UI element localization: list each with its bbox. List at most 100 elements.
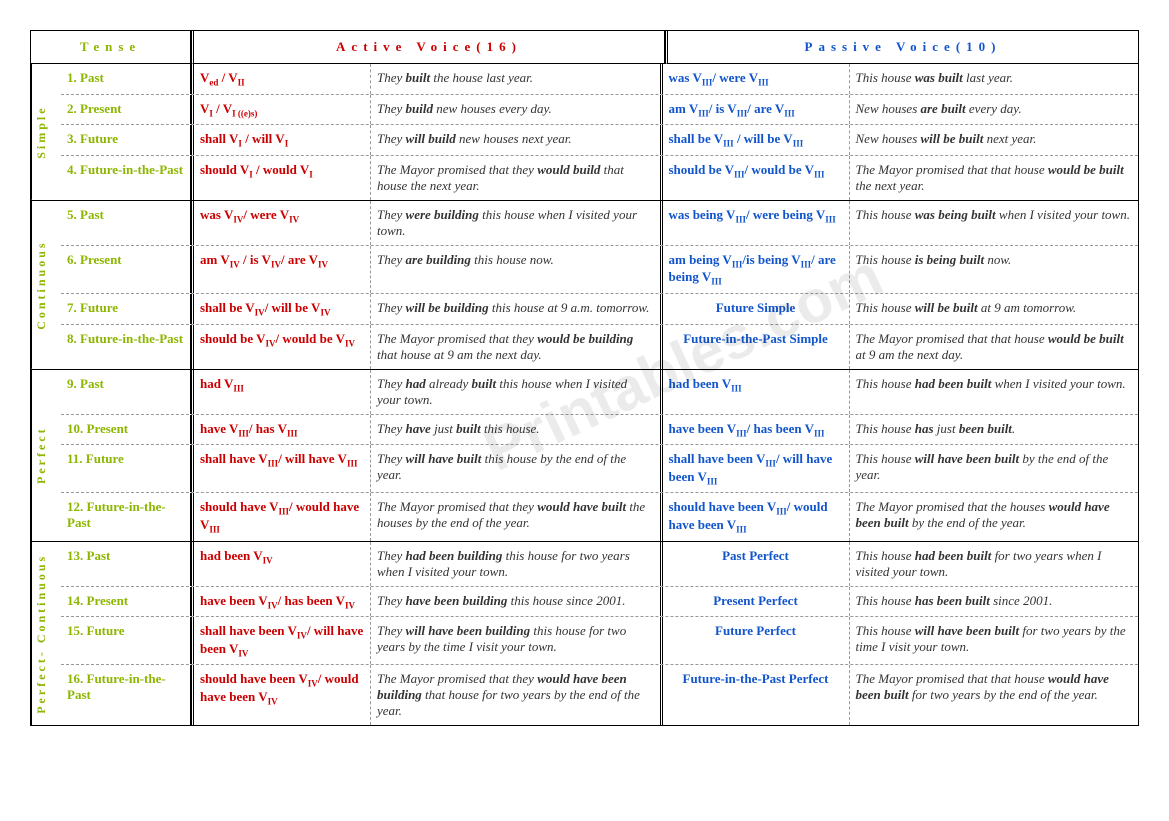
table-row: 6. Presentam VIV / is VIV/ are VIVThey a… bbox=[61, 245, 1138, 293]
table-row: 13. Pasthad been VIVThey had been buildi… bbox=[61, 542, 1138, 586]
active-formula: should VI / would VI bbox=[191, 156, 371, 200]
passive-example: New houses are built every day. bbox=[850, 95, 1139, 125]
passive-formula: have been VIII/ has been VIII bbox=[660, 415, 850, 445]
active-example: They were building this house when I vis… bbox=[371, 201, 660, 245]
active-example: The Mayor promised that they would be bu… bbox=[371, 325, 660, 369]
passive-formula: was being VIII/ were being VIII bbox=[660, 201, 850, 245]
tense-number: 3. Future bbox=[61, 125, 191, 155]
table-row: 3. Futureshall VI / will VIThey will bui… bbox=[61, 124, 1138, 155]
active-example: The Mayor promised that they would have … bbox=[371, 493, 660, 540]
passive-example: This house had been built when I visited… bbox=[850, 370, 1139, 414]
tense-number: 10. Present bbox=[61, 415, 191, 445]
active-example: They had been building this house for tw… bbox=[371, 542, 660, 586]
table-row: 16. Future-in-the-Pastshould have been V… bbox=[61, 664, 1138, 725]
active-example: The Mayor promised that they would build… bbox=[371, 156, 660, 200]
passive-formula: had been VIII bbox=[660, 370, 850, 414]
passive-example: This house is being built now. bbox=[850, 246, 1139, 293]
passive-formula: am VIII/ is VIII/ are VIII bbox=[660, 95, 850, 125]
passive-example: This house was being built when I visite… bbox=[850, 201, 1139, 245]
passive-formula: should have been VIII/ would have been V… bbox=[660, 493, 850, 540]
passive-formula: Future Simple bbox=[660, 294, 850, 324]
tense-number: 5. Past bbox=[61, 201, 191, 245]
tense-number: 16. Future-in-the-Past bbox=[61, 665, 191, 725]
aspect-label: Simple bbox=[31, 64, 61, 200]
passive-example: This house had been built for two years … bbox=[850, 542, 1139, 586]
table-row: 11. Futureshall have VIII/ will have VII… bbox=[61, 444, 1138, 492]
aspect-label: Perfect- Continuous bbox=[31, 542, 61, 726]
rows-container: 9. Pasthad VIIIThey had already built th… bbox=[61, 370, 1138, 541]
table-row: 12. Future-in-the-Pastshould have VIII/ … bbox=[61, 492, 1138, 540]
table-row: 4. Future-in-the-Pastshould VI / would V… bbox=[61, 155, 1138, 200]
aspect-label: Continuous bbox=[31, 201, 61, 369]
active-formula: should have been VIV/ would have been VI… bbox=[191, 665, 371, 725]
active-example: They will have been building this house … bbox=[371, 617, 660, 664]
tense-number: 12. Future-in-the-Past bbox=[61, 493, 191, 540]
active-example: They will be building this house at 9 a.… bbox=[371, 294, 660, 324]
tense-number: 13. Past bbox=[61, 542, 191, 586]
table-row: 15. Futureshall have been VIV/ will have… bbox=[61, 616, 1138, 664]
active-formula: am VIV / is VIV/ are VIV bbox=[191, 246, 371, 293]
header-tense: Tense bbox=[31, 31, 191, 64]
active-formula: should be VIV/ would be VIV bbox=[191, 325, 371, 369]
table-row: 7. Futureshall be VIV/ will be VIVThey w… bbox=[61, 293, 1138, 324]
active-formula: Ved / VII bbox=[191, 64, 371, 94]
tense-number: 14. Present bbox=[61, 587, 191, 617]
rows-container: 5. Pastwas VIV/ were VIVThey were buildi… bbox=[61, 201, 1138, 369]
active-formula: had VIII bbox=[191, 370, 371, 414]
tense-group: Perfect9. Pasthad VIIIThey had already b… bbox=[31, 370, 1138, 542]
passive-formula: shall be VIII / will be VIII bbox=[660, 125, 850, 155]
passive-example: This house will have been built for two … bbox=[850, 617, 1139, 664]
active-example: They are building this house now. bbox=[371, 246, 660, 293]
active-formula: had been VIV bbox=[191, 542, 371, 586]
passive-example: This house has been built since 2001. bbox=[850, 587, 1139, 617]
rows-container: 13. Pasthad been VIVThey had been buildi… bbox=[61, 542, 1138, 726]
passive-formula: Future Perfect bbox=[660, 617, 850, 664]
passive-example: This house will be built at 9 am tomorro… bbox=[850, 294, 1139, 324]
passive-example: The Mayor promised that that house would… bbox=[850, 325, 1139, 369]
passive-example: The Mayor promised that the houses would… bbox=[850, 493, 1139, 540]
active-formula: have been VIV/ has been VIV bbox=[191, 587, 371, 617]
active-formula: shall have VIII/ will have VIII bbox=[191, 445, 371, 492]
passive-formula: am being VIII/is being VIII/ are being V… bbox=[660, 246, 850, 293]
tense-group: Continuous5. Pastwas VIV/ were VIVThey w… bbox=[31, 201, 1138, 370]
table-row: 8. Future-in-the-Pastshould be VIV/ woul… bbox=[61, 324, 1138, 369]
passive-example: This house has just been built. bbox=[850, 415, 1139, 445]
tense-number: 1. Past bbox=[61, 64, 191, 94]
passive-formula: Future-in-the-Past Simple bbox=[660, 325, 850, 369]
tense-number: 8. Future-in-the-Past bbox=[61, 325, 191, 369]
passive-formula: was VIII/ were VIII bbox=[660, 64, 850, 94]
passive-formula: Past Perfect bbox=[660, 542, 850, 586]
active-example: The Mayor promised that they would have … bbox=[371, 665, 660, 725]
active-formula: should have VIII/ would have VIII bbox=[191, 493, 371, 540]
rows-container: 1. PastVed / VIIThey built the house las… bbox=[61, 64, 1138, 200]
table-row: 9. Pasthad VIIIThey had already built th… bbox=[61, 370, 1138, 414]
table-row: 14. Presenthave been VIV/ has been VIV Th… bbox=[61, 586, 1138, 617]
tense-number: 9. Past bbox=[61, 370, 191, 414]
tense-number: 15. Future bbox=[61, 617, 191, 664]
active-example: They have just built this house. bbox=[371, 415, 660, 445]
active-formula: VI / VI ((e)s) bbox=[191, 95, 371, 125]
tense-number: 7. Future bbox=[61, 294, 191, 324]
tense-group: Perfect- Continuous13. Pasthad been VIVT… bbox=[31, 542, 1138, 726]
active-formula: was VIV/ were VIV bbox=[191, 201, 371, 245]
tense-table: Tense Active Voice(16) Passive Voice(10)… bbox=[30, 30, 1139, 726]
passive-example: This house will have been built by the e… bbox=[850, 445, 1139, 492]
active-formula: shall have been VIV/ will have been VIV bbox=[191, 617, 371, 664]
active-formula: have VIII/ has VIII bbox=[191, 415, 371, 445]
passive-formula: Future-in-the-Past Perfect bbox=[660, 665, 850, 725]
passive-formula: should be VIII/ would be VIII bbox=[660, 156, 850, 200]
tense-number: 11. Future bbox=[61, 445, 191, 492]
passive-example: This house was built last year. bbox=[850, 64, 1139, 94]
tense-number: 4. Future-in-the-Past bbox=[61, 156, 191, 200]
header-passive: Passive Voice(10) bbox=[665, 31, 1138, 64]
header-active: Active Voice(16) bbox=[191, 31, 665, 64]
passive-formula: shall have been VIII/ will have been VII… bbox=[660, 445, 850, 492]
passive-example: New houses will be built next year. bbox=[850, 125, 1139, 155]
table-row: 1. PastVed / VIIThey built the house las… bbox=[61, 64, 1138, 94]
table-row: 2. PresentVI / VI ((e)s)They build new h… bbox=[61, 94, 1138, 125]
active-example: They will build new houses next year. bbox=[371, 125, 660, 155]
active-formula: shall VI / will VI bbox=[191, 125, 371, 155]
passive-example: The Mayor promised that that house would… bbox=[850, 665, 1139, 725]
active-formula: shall be VIV/ will be VIV bbox=[191, 294, 371, 324]
tense-number: 6. Present bbox=[61, 246, 191, 293]
